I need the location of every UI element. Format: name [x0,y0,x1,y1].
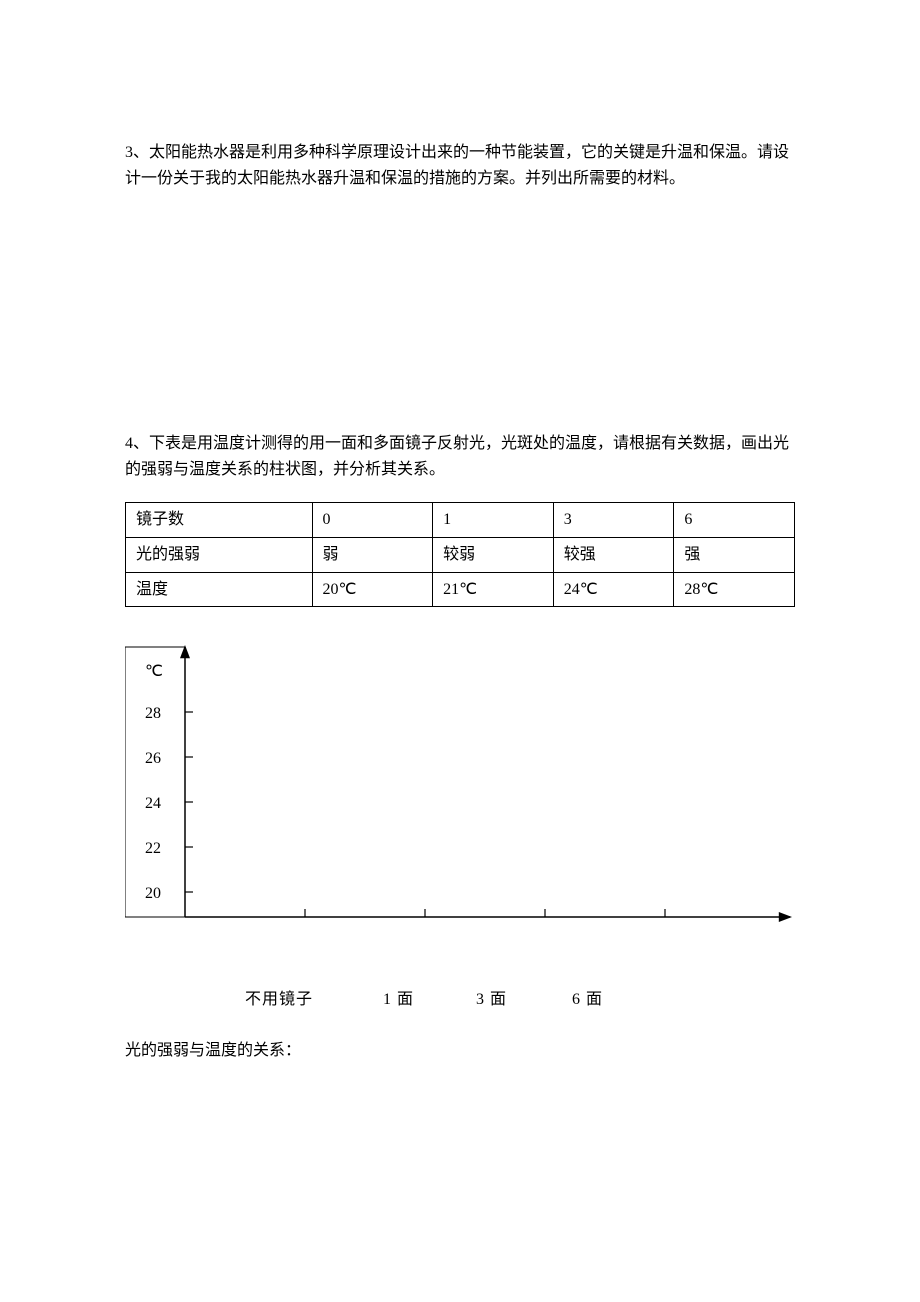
table-row: 光的强弱 弱 较弱 较强 强 [126,537,795,572]
answer-space-q3 [125,211,795,431]
bar-chart-axes: ℃ 20 22 24 26 28 [125,632,795,942]
question-4-text: 4、下表是用温度计测得的用一面和多面镜子反射光，光斑处的温度，请根据有关数据，画… [125,431,795,482]
x-axis-label: 不用镜子 [245,987,313,1013]
conclusion-prompt: 光的强弱与温度的关系： [125,1038,795,1064]
svg-text:26: 26 [145,750,161,767]
table-row: 镜子数 0 1 3 6 [126,503,795,538]
table-cell: 光的强弱 [126,537,313,572]
svg-text:22: 22 [145,840,161,857]
chart-area: ℃ 20 22 24 26 28 [125,632,795,952]
x-axis-label: 3 面 [476,987,507,1013]
svg-text:℃: ℃ [145,663,163,680]
table-cell: 24℃ [553,572,674,607]
x-axis-label: 6 面 [572,987,603,1013]
table-cell: 0 [312,503,433,538]
svg-text:28: 28 [145,705,161,722]
table-cell: 强 [674,537,795,572]
table-cell: 6 [674,503,795,538]
table-cell: 较弱 [433,537,554,572]
table-cell: 3 [553,503,674,538]
table-row: 温度 20℃ 21℃ 24℃ 28℃ [126,572,795,607]
table-cell: 20℃ [312,572,433,607]
table-cell: 温度 [126,572,313,607]
table-cell: 较强 [553,537,674,572]
table-cell: 弱 [312,537,433,572]
table-cell: 镜子数 [126,503,313,538]
x-axis-label: 1 面 [383,987,414,1013]
table-cell: 28℃ [674,572,795,607]
data-table: 镜子数 0 1 3 6 光的强弱 弱 较弱 较强 强 温度 20℃ 21℃ 24… [125,502,795,607]
table-cell: 1 [433,503,554,538]
x-axis-labels: 不用镜子 1 面 3 面 6 面 [125,987,795,1013]
svg-text:20: 20 [145,885,161,902]
svg-text:24: 24 [145,795,161,812]
table-cell: 21℃ [433,572,554,607]
question-3-text: 3、太阳能热水器是利用多种科学原理设计出来的一种节能装置，它的关键是升温和保温。… [125,140,795,191]
